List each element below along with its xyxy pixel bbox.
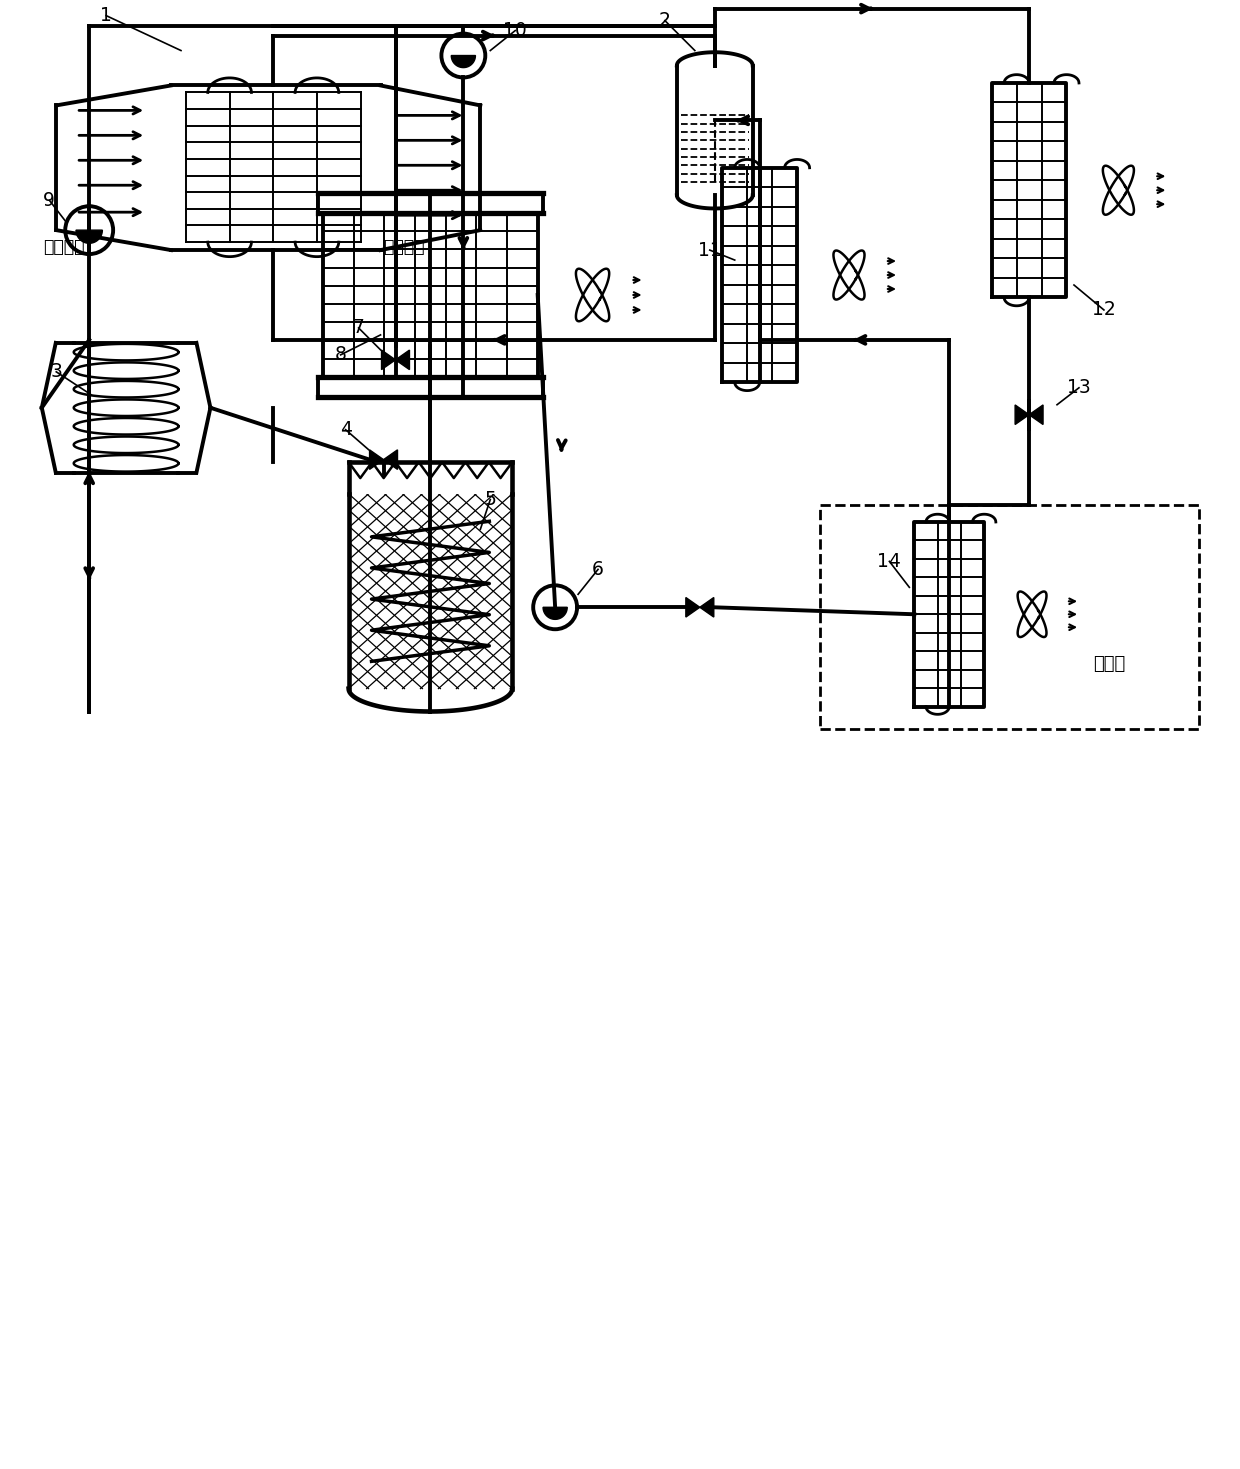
Polygon shape: [383, 450, 398, 470]
Text: 14: 14: [878, 552, 901, 571]
Polygon shape: [76, 231, 103, 244]
Polygon shape: [1016, 405, 1029, 425]
Polygon shape: [451, 56, 475, 68]
Text: 室内侧: 室内侧: [1092, 655, 1125, 673]
Polygon shape: [686, 598, 699, 617]
Text: 1: 1: [100, 6, 112, 25]
Text: 5: 5: [485, 491, 496, 510]
Text: 3: 3: [51, 363, 62, 382]
Text: 6: 6: [593, 560, 604, 579]
Polygon shape: [382, 350, 396, 370]
Text: 尾气出口: 尾气出口: [383, 238, 425, 256]
Polygon shape: [699, 598, 714, 617]
Text: 尾气入口: 尾气入口: [43, 238, 84, 256]
Text: 9: 9: [43, 191, 56, 210]
Text: 7: 7: [352, 319, 365, 338]
Polygon shape: [1029, 405, 1043, 425]
Text: 11: 11: [698, 241, 722, 260]
Text: 4: 4: [340, 420, 352, 439]
Polygon shape: [543, 607, 567, 620]
Bar: [820, 504, 1199, 729]
Polygon shape: [370, 450, 383, 470]
Text: 8: 8: [335, 345, 346, 364]
Text: 12: 12: [1092, 301, 1116, 319]
Polygon shape: [396, 350, 409, 370]
Text: 10: 10: [503, 21, 527, 40]
Text: 2: 2: [658, 12, 671, 29]
Text: 13: 13: [1068, 379, 1091, 397]
